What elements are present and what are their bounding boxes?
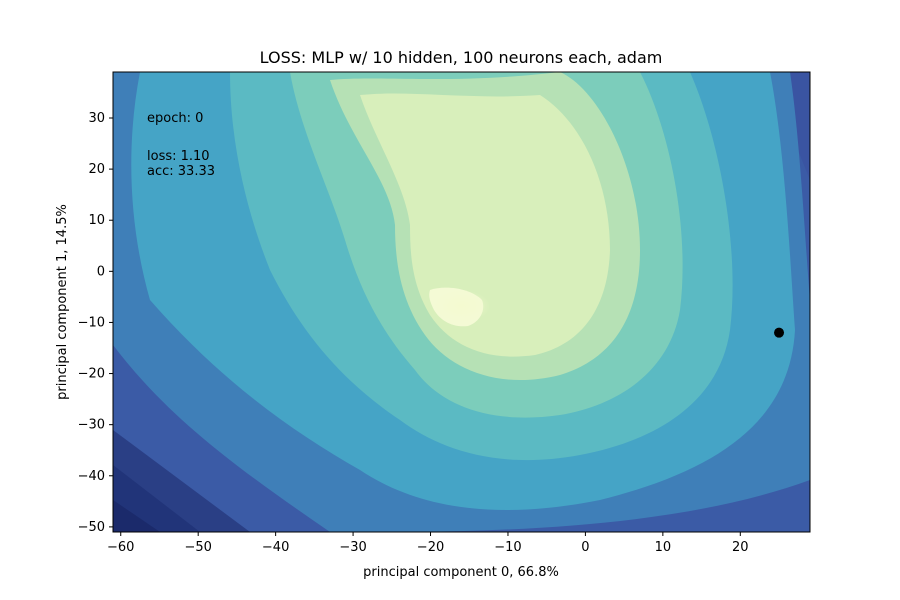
y-tick-label: 30 — [88, 111, 105, 126]
y-tick-label: −50 — [78, 520, 105, 535]
y-tick-label: −40 — [78, 469, 105, 484]
y-tick-label: −10 — [78, 315, 105, 330]
y-tick-label: 0 — [97, 264, 105, 279]
y-axis-label: principal component 1, 14.5% — [55, 204, 70, 400]
epoch-annotation: epoch: 0 — [147, 111, 203, 126]
contour-band — [360, 93, 610, 357]
y-tick-label: −20 — [78, 367, 105, 382]
x-tick-label: 10 — [655, 540, 672, 555]
y-tick-label: 20 — [88, 162, 105, 177]
acc-annotation: acc: 33.33 — [147, 164, 215, 179]
chart-title: LOSS: MLP w/ 10 hidden, 100 neurons each… — [260, 48, 663, 67]
y-tick-label: 10 — [88, 213, 105, 228]
x-tick-label: −10 — [494, 540, 521, 555]
loss-annotation: loss: 1.10 — [147, 149, 210, 164]
x-axis-label: principal component 0, 66.8% — [363, 565, 559, 580]
plot-frame — [112, 71, 811, 533]
y-tick-label: −30 — [78, 418, 105, 433]
x-tick-label: −60 — [107, 540, 134, 555]
x-tick-label: 20 — [732, 540, 749, 555]
x-tick-label: −30 — [339, 540, 366, 555]
x-tick-label: 0 — [581, 540, 589, 555]
marker-layer — [774, 327, 785, 338]
contour-band — [113, 500, 160, 532]
contour-fill — [113, 72, 810, 532]
x-axis: −60 −50 −40 −30 −20 −10 0 10 20 — [107, 532, 749, 555]
x-tick-label: −50 — [184, 540, 211, 555]
current-position-marker — [774, 327, 785, 338]
y-axis: 30 20 10 0 −10 −20 −30 −40 −50 — [78, 111, 113, 535]
contour-band — [760, 72, 810, 180]
x-tick-label: −20 — [417, 540, 444, 555]
x-tick-label: −40 — [262, 540, 289, 555]
